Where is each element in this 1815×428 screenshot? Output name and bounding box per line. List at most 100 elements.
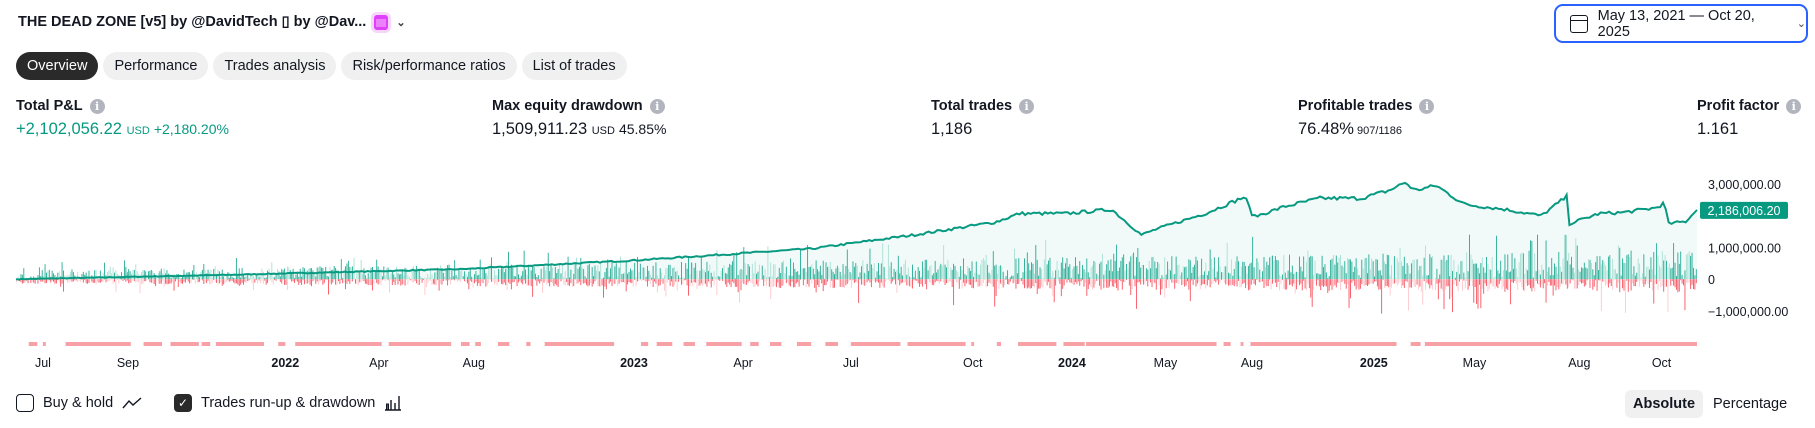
x-tick-label: Oct	[1652, 356, 1672, 370]
x-tick-label: Sep	[117, 356, 139, 370]
drawdown-period	[1063, 342, 1085, 346]
tab-risk-ratios[interactable]: Risk/performance ratios	[341, 52, 517, 80]
drawdown-period	[215, 342, 265, 346]
metric-percent: +2,180.20%	[153, 121, 229, 137]
runup-drawdown-checkbox[interactable]: ✓	[174, 394, 192, 412]
x-tick-label: May	[1154, 356, 1178, 370]
y-tick-label: 3,000,000.00	[1708, 178, 1781, 192]
drawdown-period	[1086, 342, 1217, 346]
drawdown-period	[706, 342, 742, 346]
drawdown-period	[526, 342, 531, 346]
runup-drawdown-toggle[interactable]: ✓ Trades run-up & drawdown	[174, 394, 402, 412]
x-tick-label: 2024	[1058, 356, 1086, 370]
x-tick-label: May	[1463, 356, 1487, 370]
absolute-button[interactable]: Absolute	[1625, 390, 1704, 418]
date-range-button[interactable]: May 13, 2021 — Oct 20, 2025 ⌄	[1554, 4, 1808, 43]
drawdown-period	[850, 342, 901, 346]
drawdown-period	[475, 342, 481, 346]
x-tick-label: 2022	[271, 356, 299, 370]
drawdown-period	[825, 342, 839, 346]
drawdown-period	[42, 342, 46, 346]
drawdown-period	[295, 342, 382, 346]
strategy-title[interactable]: THE DEAD ZONE [v5] by @DavidTech ▯ by @D…	[18, 14, 406, 30]
info-icon[interactable]: i	[1019, 98, 1035, 114]
drawdown-period	[278, 342, 286, 346]
metric-ratio: 907/1186	[1356, 125, 1403, 137]
equity-area	[16, 182, 1697, 280]
drawdown-period	[544, 342, 615, 346]
metric-value: 76.48%	[1298, 120, 1354, 138]
drawdown-period	[1240, 342, 1244, 346]
calendar-icon	[1570, 14, 1588, 33]
metric-label: Total P&L	[16, 98, 83, 114]
percentage-button[interactable]: Percentage	[1713, 396, 1788, 412]
drawdown-period	[907, 342, 966, 346]
x-tick-label: Jul	[35, 356, 51, 370]
drawdown-period	[65, 342, 131, 346]
buy-hold-toggle[interactable]: Buy & hold	[16, 394, 142, 412]
drawdown-period	[497, 342, 510, 346]
info-icon[interactable]: i	[1419, 98, 1435, 114]
drawdown-period	[770, 342, 782, 346]
chevron-down-icon[interactable]: ⌄	[396, 16, 406, 29]
metric-label: Profitable trades	[1298, 98, 1413, 114]
x-tick-label: Aug	[1568, 356, 1590, 370]
x-tick-label: Aug	[1241, 356, 1263, 370]
chevron-down-icon: ⌄	[1796, 18, 1806, 30]
metric-label: Profit factor	[1697, 98, 1780, 114]
x-tick-label: 2023	[620, 356, 648, 370]
info-icon[interactable]: i	[1786, 98, 1802, 114]
runup-drawdown-label: Trades run-up & drawdown	[201, 395, 376, 411]
x-tick-label: Oct	[963, 356, 983, 370]
metric-profit-factor: Profit factor i 1.161	[1697, 98, 1802, 139]
equity-chart[interactable]: 3,000,000.00 1,000,000.00 0 −1,000,000.00 2,…	[0, 160, 1815, 385]
drawdown-period	[683, 342, 695, 346]
metric-profitable-trades: Profitable trades i 76.48% 907/1186	[1298, 98, 1435, 139]
drawdown-period	[1424, 342, 1697, 346]
tab-performance[interactable]: Performance	[103, 52, 209, 80]
buy-hold-label: Buy & hold	[43, 395, 114, 411]
metric-value: +2,102,056.22	[16, 120, 122, 138]
drawdown-period	[796, 342, 812, 346]
tab-bar: Overview Performance Trades analysis Ris…	[16, 52, 627, 80]
x-tick-label: Aug	[463, 356, 485, 370]
date-range-label: May 13, 2021 — Oct 20, 2025	[1597, 7, 1755, 40]
drawdown-period	[1250, 342, 1397, 346]
drawdown-period	[1018, 342, 1057, 346]
metric-total-pnl: Total P&L i +2,102,056.22 USD +2,180.20%	[16, 98, 229, 139]
drawdown-period	[641, 342, 649, 346]
metric-label: Max equity drawdown	[492, 98, 643, 114]
metric-unit: USD	[126, 125, 150, 137]
drawdown-period	[143, 342, 162, 346]
metric-percent: 45.85%	[618, 121, 667, 137]
x-tick-label: Jul	[843, 356, 859, 370]
drawdown-period	[461, 342, 470, 346]
x-tick-label: Apr	[369, 356, 388, 370]
metric-unit: USD	[591, 125, 615, 137]
tab-list-of-trades[interactable]: List of trades	[521, 52, 627, 80]
buy-hold-checkbox[interactable]	[16, 394, 34, 412]
y-tick-label: −1,000,000.00	[1708, 305, 1788, 319]
y-tick-label: 1,000,000.00	[1708, 242, 1781, 256]
drawdown-period	[1410, 342, 1421, 346]
strategy-name: THE DEAD ZONE [v5] by @DavidTech ▯ by @D…	[18, 14, 367, 30]
x-tick-label: Apr	[733, 356, 752, 370]
metric-total-trades: Total trades i 1,186	[931, 98, 1035, 139]
drawdown-period	[656, 342, 673, 346]
info-icon[interactable]: i	[649, 98, 665, 114]
equity-line	[15, 181, 1698, 281]
x-tick-label: 2025	[1360, 356, 1388, 370]
tab-trades-analysis[interactable]: Trades analysis	[213, 52, 337, 80]
drawdown-period	[971, 342, 975, 346]
drawdown-period	[388, 342, 452, 346]
line-chart-icon	[122, 397, 142, 409]
metric-label: Total trades	[931, 98, 1013, 114]
drawdown-period	[28, 342, 38, 346]
drawdown-period	[170, 342, 199, 346]
tab-overview[interactable]: Overview	[16, 52, 99, 80]
bar-chart-icon	[385, 396, 402, 411]
info-icon[interactable]: i	[89, 98, 105, 114]
drawdown-period	[996, 342, 1002, 346]
drawdown-period	[1223, 342, 1231, 346]
last-value-label: 2,186,006.20	[1708, 204, 1781, 218]
